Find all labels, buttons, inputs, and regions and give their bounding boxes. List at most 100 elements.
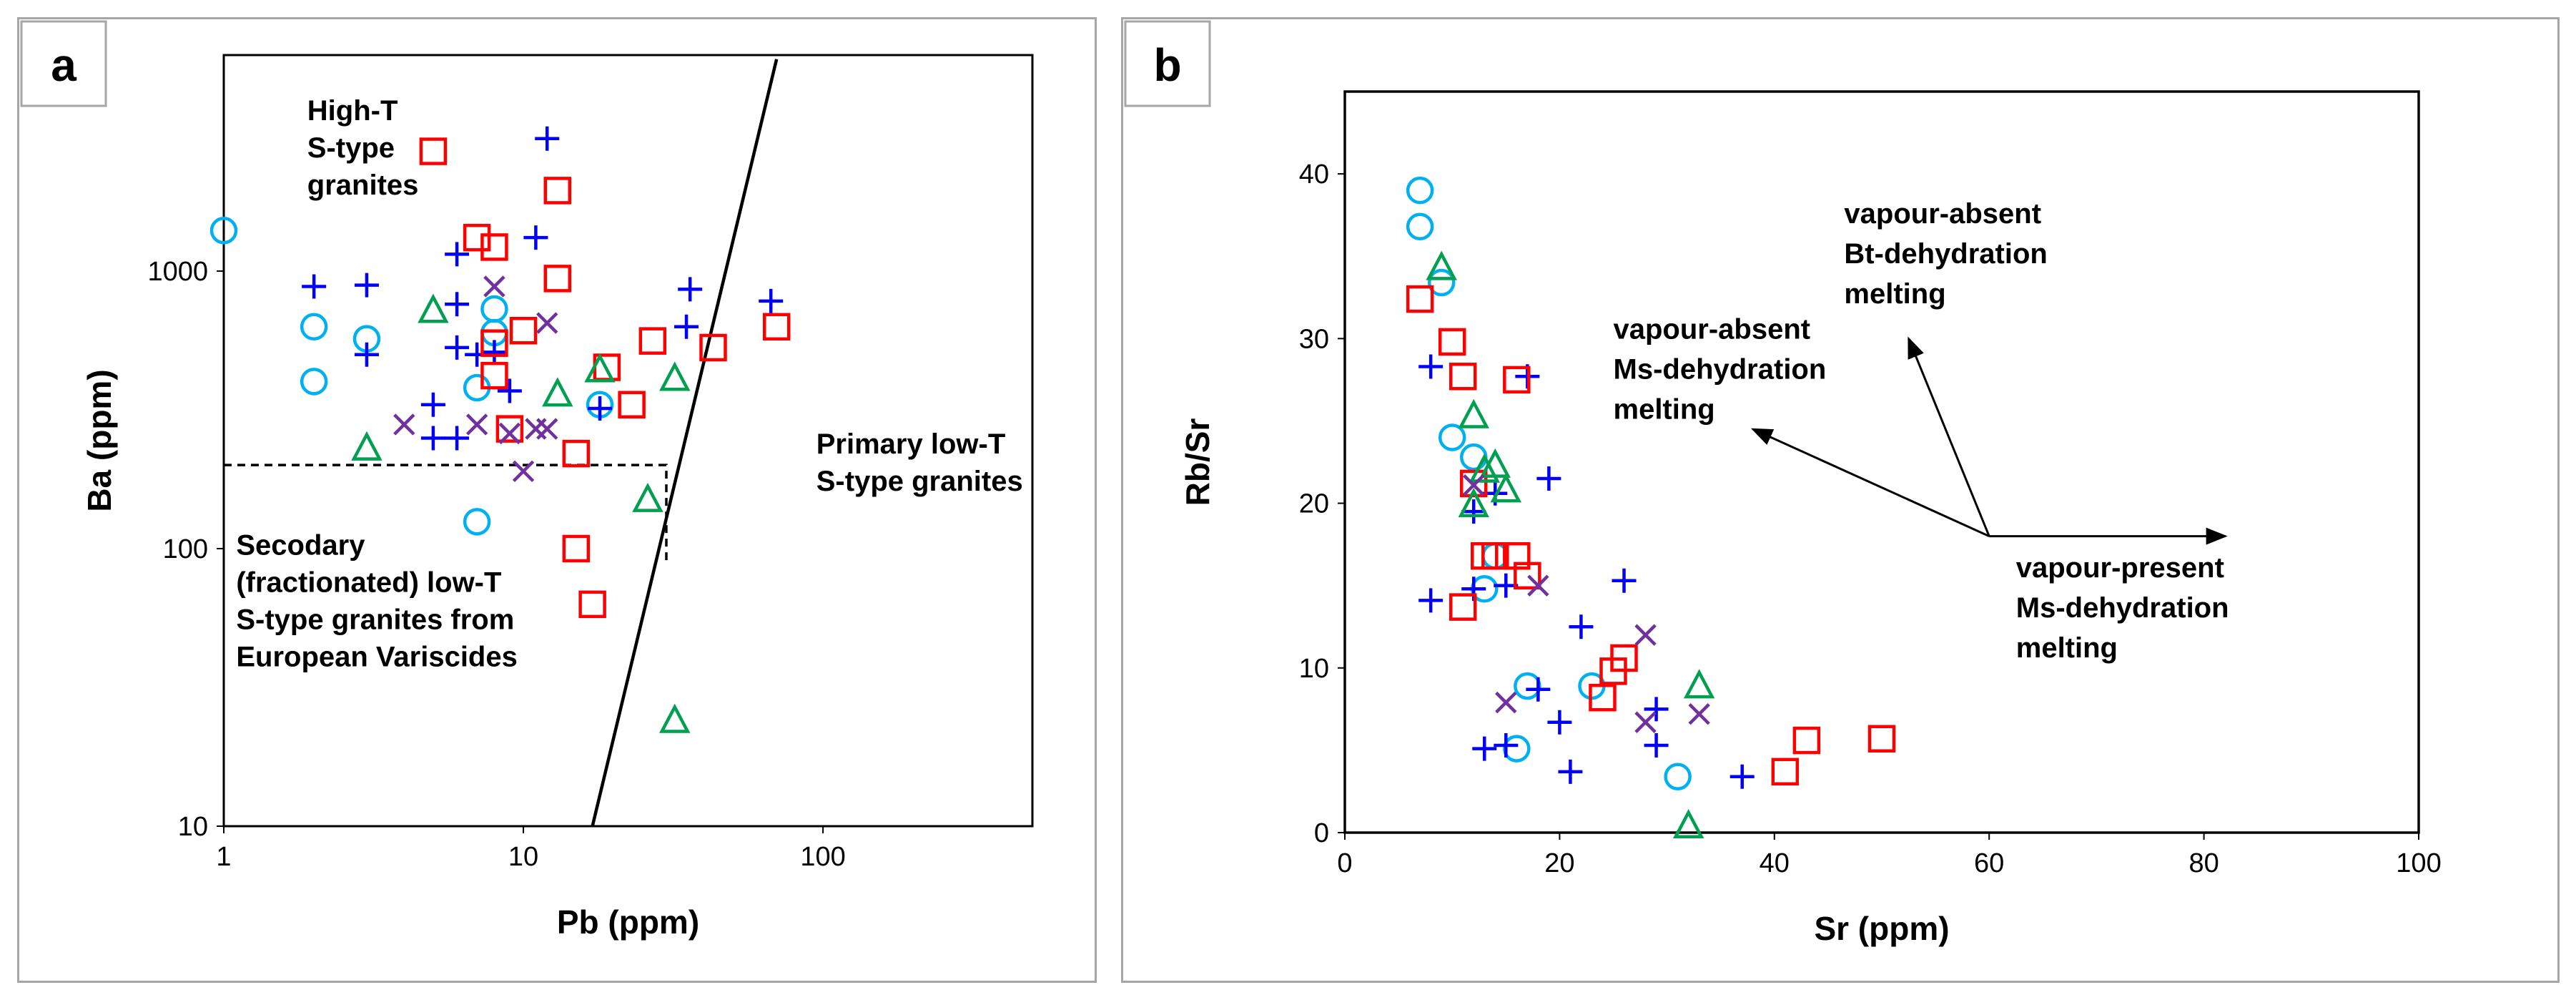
circle-point <box>1664 763 1692 790</box>
x-tick-label: 20 <box>1544 848 1574 878</box>
circle-point <box>1438 423 1466 451</box>
square-point <box>1449 593 1477 621</box>
panel-label: a <box>51 39 77 91</box>
annotation-text: Primary low-T <box>816 428 1006 460</box>
annotation-text: melting <box>1614 393 1715 425</box>
square-point <box>1867 725 1896 753</box>
x-tick-label: 60 <box>1974 848 2004 878</box>
plus-point <box>420 392 445 417</box>
circle-point <box>463 508 491 536</box>
plus-point <box>1558 759 1583 784</box>
x-point <box>465 413 488 436</box>
annotation-text: S-type <box>307 132 395 164</box>
annotation-text: melting <box>1844 278 1945 310</box>
chart-a: a 1 10 100 10 100 1000 Pb (ppm) Ba (ppm) High-T S… <box>20 20 1034 941</box>
panel-label: b <box>1153 39 1181 91</box>
square-point <box>543 177 572 205</box>
triangle-point <box>584 353 616 383</box>
plus-point <box>497 378 522 403</box>
plus-point <box>1526 677 1551 702</box>
circle-point <box>1427 268 1456 297</box>
y-tick-label: 1000 <box>147 257 208 287</box>
x-point <box>1634 711 1657 733</box>
square-point <box>1792 726 1821 755</box>
square-point <box>480 329 508 357</box>
plus-point <box>482 340 507 365</box>
plot-area <box>222 54 1034 828</box>
x-axis-label: Sr (ppm) <box>1814 910 1949 947</box>
plus-point <box>1418 354 1444 379</box>
field-boundary-line <box>591 59 779 827</box>
triangle-point <box>418 293 449 323</box>
square-point <box>1589 683 1617 712</box>
plus-point <box>1612 568 1637 593</box>
plus-point <box>759 288 784 313</box>
plus-point <box>302 274 327 299</box>
plus-point <box>1418 588 1444 613</box>
plus-point <box>523 225 548 250</box>
x-tick-label: 10 <box>508 842 538 872</box>
square-point <box>495 415 524 443</box>
secondary-field-line <box>224 464 668 564</box>
annotation-text: melting <box>2016 632 2118 664</box>
square-point <box>419 137 448 165</box>
triangle-point <box>1469 453 1500 483</box>
annotation-text: High-T <box>307 95 398 127</box>
y-tick-label: 40 <box>1299 160 1329 190</box>
plus-point <box>445 426 470 451</box>
plus-point <box>1644 697 1669 722</box>
annotation-text: Bt-dehydration <box>1844 238 2047 270</box>
x-point <box>393 413 415 436</box>
triangle-point <box>1458 398 1489 428</box>
square-point <box>1514 562 1541 590</box>
square-point <box>562 439 591 468</box>
circle-point <box>480 295 508 323</box>
plus-point <box>535 126 560 151</box>
y-tick-label: 10 <box>1299 654 1329 684</box>
x-point <box>1688 703 1710 725</box>
arrow <box>1908 336 1990 537</box>
square-point <box>618 391 646 419</box>
circle-point <box>300 368 328 396</box>
panel-b: b 0 20 40 60 80 100 0 10 20 30 40 Sr (ppm) Rb/Sr vapo… <box>1121 17 2560 983</box>
x-point <box>1495 691 1517 714</box>
triangle-point <box>351 431 383 461</box>
plus-point <box>445 335 470 360</box>
y-tick-label: 0 <box>1314 818 1329 848</box>
plus-point <box>1536 466 1561 491</box>
annotation-text: Ms-dehydration <box>2016 592 2229 624</box>
triangle-point <box>1672 808 1704 839</box>
triangle-point <box>1479 448 1511 478</box>
triangle-point <box>542 377 573 407</box>
panel-label-box <box>20 20 107 107</box>
square-point <box>1459 469 1488 498</box>
panel-label-box <box>1124 20 1211 107</box>
panel-a: a 1 10 100 10 100 1000 Pb (ppm) Ba (ppm) High-T S… <box>17 17 1097 983</box>
square-point <box>463 223 491 252</box>
plus-point <box>1729 764 1755 789</box>
annotation-text: vapour-absent <box>1614 313 1811 345</box>
square-point <box>562 534 591 563</box>
annotation-text: (fractionated) low-T <box>236 567 501 599</box>
square-point <box>1771 758 1800 786</box>
circle-point <box>1406 212 1434 241</box>
x-point <box>1527 574 1549 597</box>
plus-point <box>1569 614 1594 639</box>
x-tick-label: 40 <box>1760 848 1790 878</box>
square-point <box>638 327 667 355</box>
annotation-text: vapour-present <box>2016 552 2224 584</box>
x-point <box>1463 474 1485 496</box>
triangle-point <box>1426 250 1457 280</box>
arrow <box>1751 428 1990 537</box>
triangle-point <box>658 361 691 391</box>
triangle-point <box>1683 669 1715 699</box>
plus-point <box>420 426 445 451</box>
plus-point <box>445 292 470 317</box>
square-point <box>1610 644 1638 672</box>
x-point <box>1634 624 1657 646</box>
x-point <box>512 460 535 482</box>
y-axis-label: Ba (ppm) <box>81 369 118 511</box>
y-tick-label: 100 <box>163 534 208 564</box>
square-point <box>1438 328 1466 356</box>
x-tick-label: 100 <box>2396 848 2441 878</box>
